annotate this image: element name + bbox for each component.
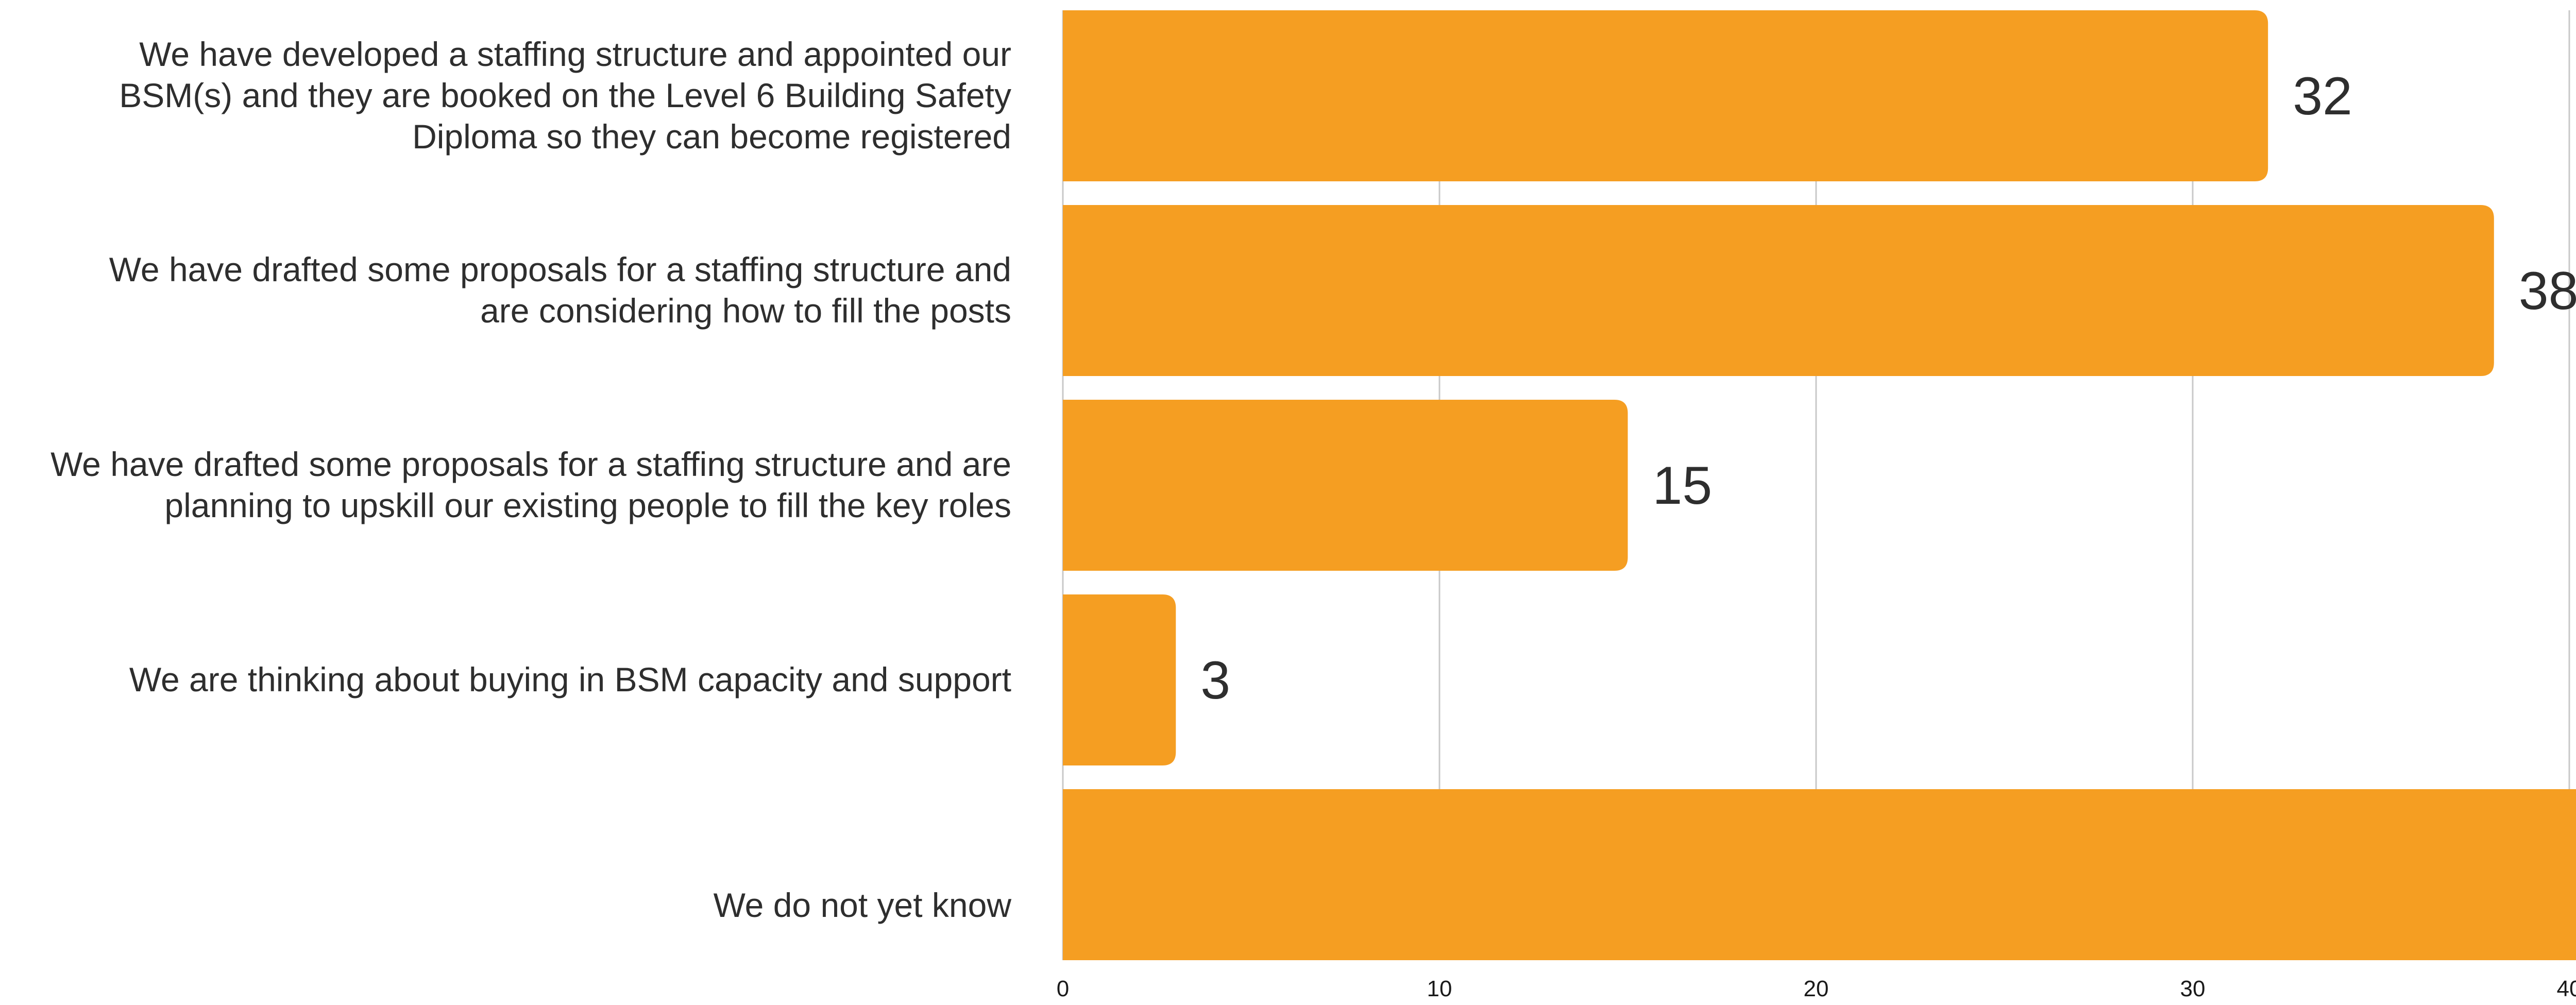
data-label-2: 38 (2519, 261, 2576, 321)
category-label-line: Diploma so they can become registered (412, 117, 1011, 156)
category-label-line: We have drafted some proposals for a sta… (50, 445, 1011, 483)
x-tick-label-30: 30 (2180, 976, 2206, 1001)
category-label-line: We are thinking about buying in BSM capa… (129, 660, 1011, 699)
bar-3 (1063, 400, 1628, 571)
bar-5 (1063, 789, 2576, 960)
category-label-3: We have drafted some proposals for a sta… (50, 445, 1011, 524)
category-label-1: We have developed a staffing structure a… (119, 35, 1011, 156)
bar-1 (1063, 10, 2268, 181)
category-label-5: We do not yet know (714, 886, 1012, 924)
category-labels: We have developed a staffing structure a… (50, 35, 1011, 924)
data-labels: 323815341 (1200, 66, 2576, 710)
x-tick-label-20: 20 (1804, 976, 1829, 1001)
x-tick-label-10: 10 (1427, 976, 1452, 1001)
x-tick-label-0: 0 (1057, 976, 1069, 1001)
category-label-line: We do not yet know (714, 886, 1012, 924)
category-label-line: BSM(s) and they are booked on the Level … (119, 76, 1011, 114)
data-label-3: 15 (1653, 456, 1713, 516)
category-label-line: are considering how to fill the posts (480, 292, 1011, 330)
category-label-2: We have drafted some proposals for a sta… (109, 250, 1011, 330)
data-label-1: 32 (2293, 66, 2352, 126)
bars (1063, 10, 2576, 960)
x-axis-ticks: 0 10 20 30 40 (1057, 976, 2576, 1001)
bar-2 (1063, 205, 2494, 376)
category-label-4: We are thinking about buying in BSM capa… (129, 660, 1011, 699)
category-label-line: We have developed a staffing structure a… (139, 35, 1011, 73)
data-label-4: 3 (1200, 651, 1230, 710)
category-label-line: We have drafted some proposals for a sta… (109, 250, 1011, 288)
category-label-line: planning to upskill our existing people … (164, 486, 1011, 524)
bar-4 (1063, 594, 1176, 765)
x-tick-label-40: 40 (2557, 976, 2576, 1001)
